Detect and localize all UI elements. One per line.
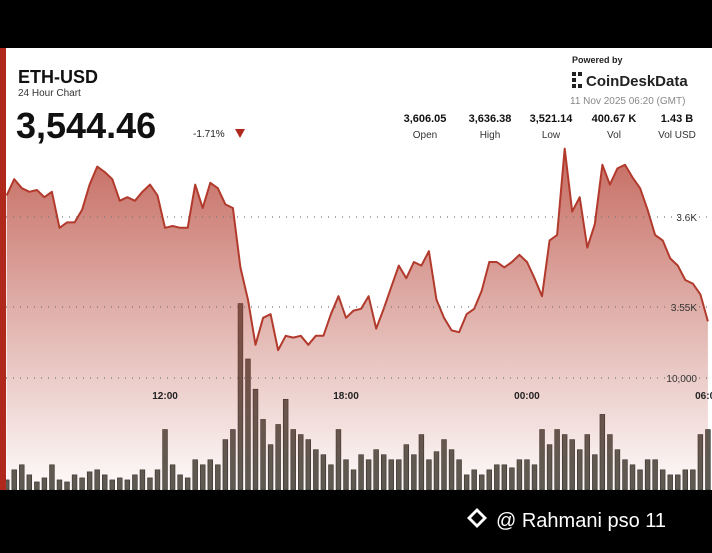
stat-label: High (480, 130, 501, 141)
stats: 3,606.05 Open 3,636.38 High 3,521.14 Low 400.6… (404, 113, 696, 141)
x-tick-label: 00:00 (514, 391, 540, 402)
x-tick-label: 12:00 (152, 391, 178, 402)
x-tick-label: 18:00 (333, 391, 359, 402)
logo (572, 72, 582, 88)
plot (6, 147, 711, 490)
price-line (6, 147, 709, 352)
watermark: @ Rahmani pso 11 (467, 508, 666, 532)
y-tick-label: 3.55K (671, 303, 697, 314)
y-tick-label: 3.6K (676, 213, 697, 224)
change: -1.71% (193, 129, 225, 140)
stat-value: 3,606.05 (404, 113, 447, 125)
subtitle: 24 Hour Chart (18, 88, 81, 99)
stat-label: Low (542, 130, 561, 141)
stat-value: 3,636.38 (469, 113, 512, 125)
y2-tick-label: 10,000 (666, 374, 697, 385)
stat-label: Vol (607, 130, 621, 141)
stat-label: Open (413, 130, 437, 141)
powered-by: Powered by (572, 55, 623, 65)
timestamp: 11 Nov 2025 06:20 (GMT) (570, 96, 685, 107)
watermark-text: @ Rahmani pso 11 (496, 510, 666, 532)
price-area (6, 148, 708, 490)
stat-value: 1.43 B (661, 113, 693, 125)
brand: CoinDeskData (586, 73, 688, 90)
price: 3,544.46 (16, 105, 156, 146)
stat-label: Vol USD (658, 130, 696, 141)
edge (0, 48, 6, 490)
stat-value: 400.67 K (592, 113, 637, 125)
symbol: ETH-USD (18, 67, 98, 87)
down-arrow (235, 129, 245, 138)
stat-value: 3,521.14 (530, 113, 574, 125)
x-tick-label: 06:00 (695, 391, 712, 402)
